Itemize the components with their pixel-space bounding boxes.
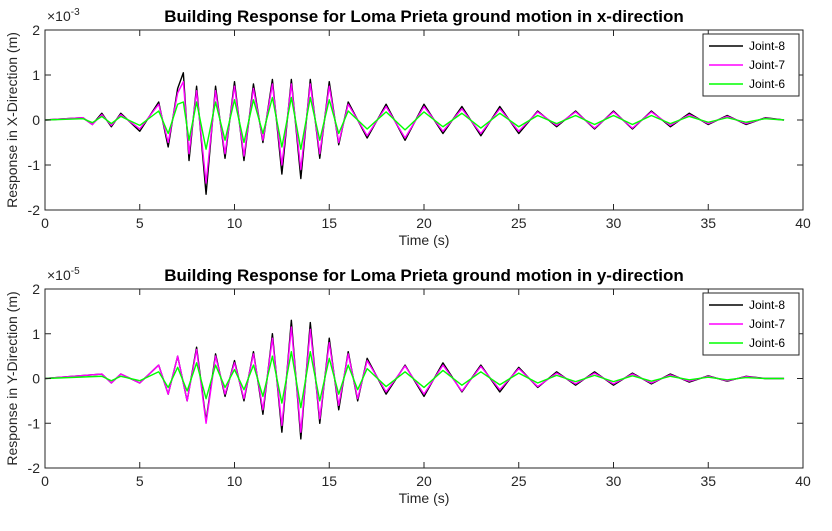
y-tick-label: 1 bbox=[32, 326, 40, 342]
x-tick-label: 20 bbox=[416, 215, 432, 231]
x-tick-label: 40 bbox=[795, 473, 811, 489]
y-tick-label: 0 bbox=[32, 112, 40, 128]
plot-area bbox=[45, 289, 803, 468]
y-tick-label: 1 bbox=[32, 67, 40, 83]
x-tick-label: 5 bbox=[136, 473, 144, 489]
x-tick-label: 15 bbox=[321, 215, 337, 231]
series-group bbox=[45, 319, 785, 440]
exponent-label: ×10-3 bbox=[47, 7, 80, 24]
x-tick-label: 25 bbox=[511, 473, 527, 489]
x-axis-label: Time (s) bbox=[399, 490, 450, 506]
y-tick-label: 2 bbox=[32, 22, 40, 38]
x-tick-label: 35 bbox=[700, 215, 716, 231]
series-line-joint-6 bbox=[45, 350, 785, 409]
chart-title: Building Response for Loma Prieta ground… bbox=[164, 7, 683, 26]
legend-label: Joint-8 bbox=[749, 39, 785, 53]
legend-label: Joint-8 bbox=[749, 298, 785, 312]
x-tick-label: 35 bbox=[700, 473, 716, 489]
exponent-label: ×10-5 bbox=[47, 266, 80, 283]
y-tick-label: -1 bbox=[28, 415, 41, 431]
y-tick-label: 2 bbox=[32, 281, 40, 297]
series-line-joint-6 bbox=[45, 96, 785, 150]
x-tick-label: 30 bbox=[606, 215, 622, 231]
y-tick-label: -1 bbox=[28, 157, 41, 173]
x-tick-label: 25 bbox=[511, 215, 527, 231]
legend: Joint-8 Joint-7 Joint-6 bbox=[702, 292, 800, 356]
chart-2: Building Response for Loma Prieta ground… bbox=[4, 266, 811, 506]
x-tick-label: 0 bbox=[41, 473, 49, 489]
legend-label: Joint-6 bbox=[749, 77, 785, 91]
x-tick-label: 30 bbox=[606, 473, 622, 489]
y-axis-label: Response in X-Direction (m) bbox=[4, 32, 20, 208]
exponent-power: -3 bbox=[71, 7, 80, 18]
legend-label: Joint-7 bbox=[749, 317, 785, 331]
x-tick-label: 5 bbox=[136, 215, 144, 231]
x-tick-label: 0 bbox=[41, 215, 49, 231]
legend: Joint-8 Joint-7 Joint-6 bbox=[702, 33, 800, 97]
exponent-base: ×10 bbox=[47, 8, 71, 24]
series-group bbox=[45, 72, 785, 195]
x-tick-label: 40 bbox=[795, 215, 811, 231]
plot-area bbox=[45, 30, 803, 210]
exponent-power: -5 bbox=[71, 266, 80, 277]
x-tick-label: 10 bbox=[227, 215, 243, 231]
x-tick-label: 20 bbox=[416, 473, 432, 489]
y-tick-label: 0 bbox=[32, 371, 40, 387]
chart-title: Building Response for Loma Prieta ground… bbox=[164, 266, 683, 285]
exponent-base: ×10 bbox=[47, 267, 71, 283]
legend-label: Joint-6 bbox=[749, 336, 785, 350]
y-tick-label: -2 bbox=[28, 202, 41, 218]
y-tick-label: -2 bbox=[28, 460, 41, 476]
y-axis-label: Response in Y-Direction (m) bbox=[4, 291, 20, 465]
x-tick-label: 15 bbox=[321, 473, 337, 489]
x-tick-label: 10 bbox=[227, 473, 243, 489]
legend-label: Joint-7 bbox=[749, 58, 785, 72]
x-axis-label: Time (s) bbox=[399, 232, 450, 248]
chart-1: Building Response for Loma Prieta ground… bbox=[4, 7, 811, 248]
